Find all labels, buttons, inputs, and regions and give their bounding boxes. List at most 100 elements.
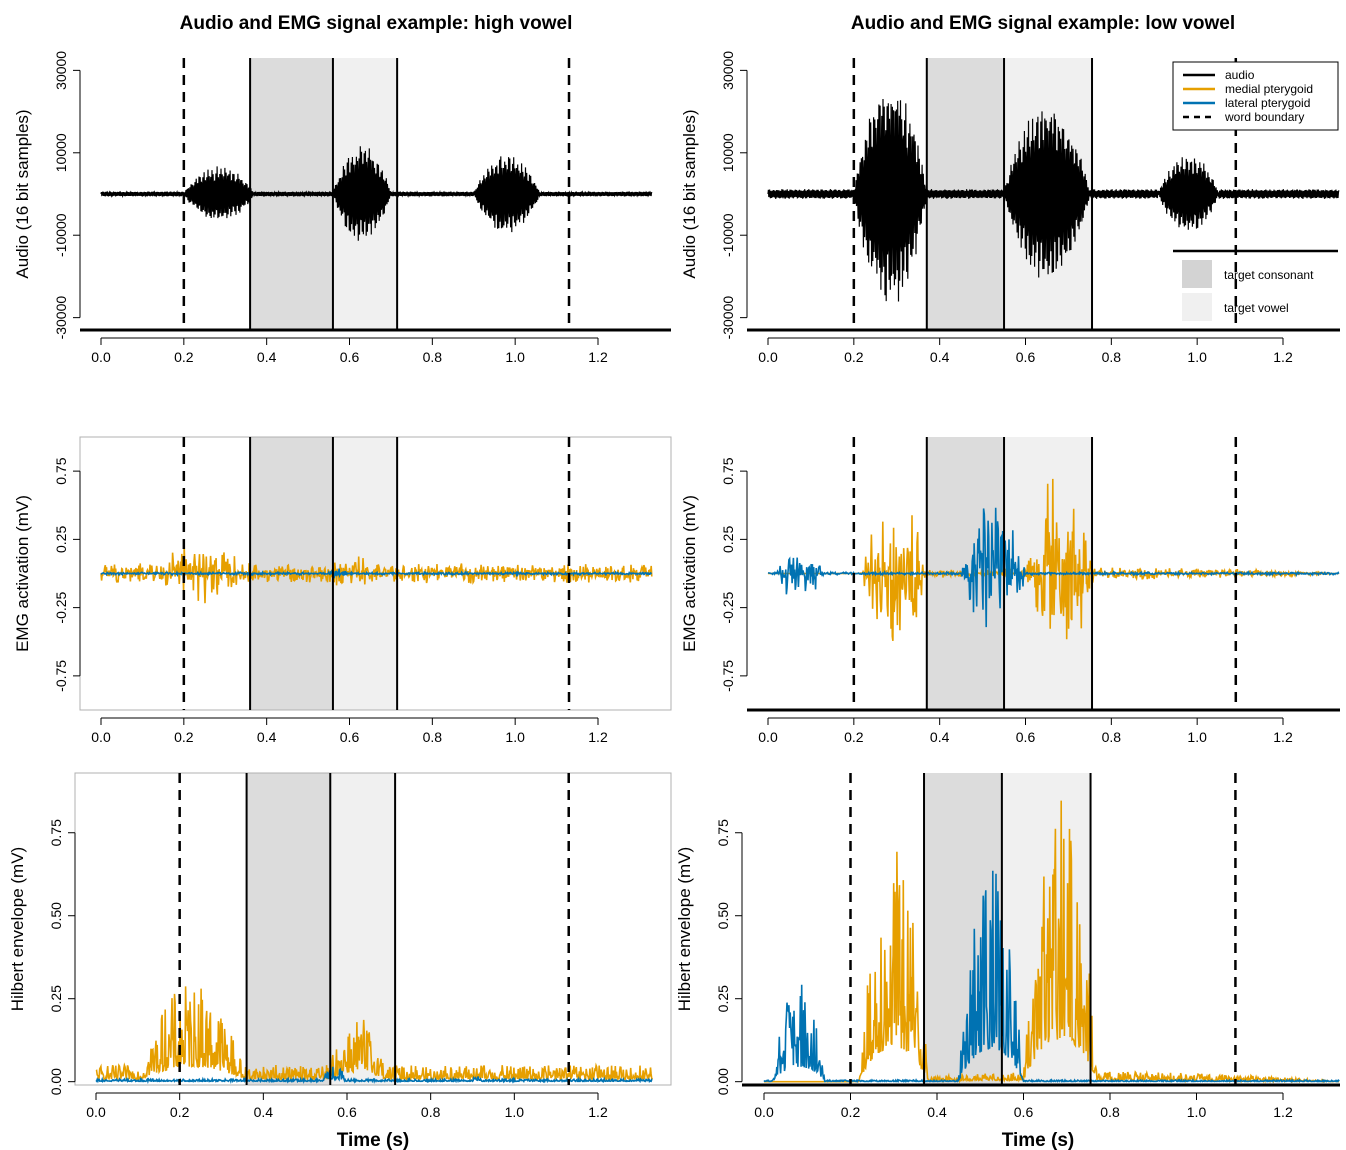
x-tick-label: 0.2 [844, 349, 864, 365]
x-tick-label: 1.0 [1187, 729, 1207, 745]
x-tick-label: 1.2 [588, 349, 608, 365]
panel-high-audio: -30000 -10000 10000 30000 Audio (16 bit samp… [13, 51, 671, 365]
y-tick-label: 0.25 [720, 526, 736, 553]
y-axis-label: EMG activation (mV) [680, 495, 699, 652]
x-tick-label: 1.0 [505, 349, 525, 365]
y-axis-label: Audio (16 bit samples) [13, 109, 32, 278]
x-tick-label: 0.8 [1102, 349, 1122, 365]
y-tick-label: 0.25 [48, 985, 64, 1012]
x-tick-label: 0.8 [423, 349, 443, 365]
legend: audio medial pterygoid lateral pterygoid… [1172, 61, 1339, 321]
legend-label-audio: audio [1225, 68, 1255, 82]
x-tick-label: 0.4 [254, 1104, 274, 1120]
y-tick-label: -30000 [720, 296, 736, 340]
x-tick-label: 0.0 [758, 729, 778, 745]
y-tick-label: 0.00 [715, 1068, 731, 1095]
legend-swatch-target-vowel [1182, 293, 1212, 321]
x-tick-label: 0.0 [86, 1104, 106, 1120]
x-tick-label: 1.2 [1273, 729, 1293, 745]
x-tick-label: 1.2 [1273, 349, 1293, 365]
x-tick-label: 0.0 [754, 1104, 774, 1120]
x-tick-label: 0.2 [170, 1104, 190, 1120]
series-line-medial-pterygoid [95, 986, 654, 1082]
y-tick-label: -0.75 [53, 660, 69, 692]
y-tick-label: 0.50 [48, 902, 64, 929]
legend-label-word-boundary: word boundary [1224, 110, 1304, 124]
x-tick-label: 0.0 [91, 349, 111, 365]
x-axis-label-low: Time (s) [1002, 1130, 1075, 1150]
legend-label-medial: medial pterygoid [1225, 82, 1313, 96]
series-line-lateral-pterygoid [763, 870, 1340, 1084]
x-tick-label: 0.2 [844, 729, 864, 745]
panel-low-audio: -30000 -10000 10000 30000 Audio (16 bit samp… [680, 51, 1340, 365]
x-tick-label: 0.6 [340, 729, 360, 745]
y-tick-label: 0.75 [720, 457, 736, 484]
x-tick-label: 0.2 [841, 1104, 861, 1120]
target-consonant-region [246, 773, 331, 1085]
title-low-vowel: Audio and EMG signal example: low vowel [851, 13, 1235, 34]
legend-box [1172, 61, 1339, 131]
x-tick-label: 1.0 [1187, 1104, 1207, 1120]
panel-low-emg: -0.75 -0.25 0.25 0.75 EMG activation (mV) 0.0… [680, 437, 1340, 745]
x-tick-label: 1.0 [505, 1104, 525, 1120]
y-tick-label: 0.50 [715, 902, 731, 929]
y-tick-label: 0.25 [53, 526, 69, 553]
x-tick-label: 0.8 [421, 1104, 441, 1120]
series-line-lateral-pterygoid [100, 568, 653, 579]
x-tick-label: 1.2 [588, 1104, 608, 1120]
y-tick-label: 10000 [720, 133, 736, 172]
x-tick-label: 0.4 [257, 349, 277, 365]
y-axis-label: Hilbert envelope (mV) [675, 847, 694, 1011]
x-tick-label: 0.6 [1014, 1104, 1034, 1120]
series-line-medial-pterygoid [764, 800, 1340, 1084]
x-axis-label-high: Time (s) [337, 1130, 410, 1150]
legend-label-target-consonant: target consonant [1224, 268, 1314, 282]
y-tick-label: -10000 [53, 213, 69, 257]
legend-swatch-target-consonant [1182, 260, 1212, 288]
x-tick-label: 1.2 [588, 729, 608, 745]
x-tick-label: 0.0 [758, 349, 778, 365]
y-tick-label: 30000 [720, 51, 736, 90]
x-tick-label: 0.8 [423, 729, 443, 745]
y-axis-label: Hilbert envelope (mV) [8, 847, 27, 1011]
y-axis-label: Audio (16 bit samples) [680, 109, 699, 278]
series-line-lateral-pterygoid [767, 507, 1340, 628]
panel-high-envelope: 0.00 0.25 0.50 0.75 Hilbert envelope (mV) 0.0… [8, 772, 672, 1120]
x-tick-label: 1.2 [1273, 1104, 1293, 1120]
y-tick-label: 0.25 [715, 985, 731, 1012]
series-line-audio [767, 98, 1340, 302]
series-line-lateral-pterygoid [95, 1066, 653, 1085]
panel-high-emg: -0.75 -0.25 0.25 0.75 EMG activation (mV) 0.0… [13, 436, 672, 745]
x-tick-label: 0.6 [1016, 729, 1036, 745]
y-tick-label: -30000 [53, 296, 69, 340]
legend-label-target-vowel: target vowel [1224, 301, 1289, 315]
y-axis-label: EMG activation (mV) [13, 495, 32, 652]
legend-label-lateral: lateral pterygoid [1225, 96, 1310, 110]
y-tick-label: -0.75 [720, 660, 736, 692]
panel-low-envelope: 0.00 0.25 0.50 0.75 Hilbert envelope (mV) 0.0… [675, 773, 1340, 1120]
series-line-audio [100, 146, 653, 241]
x-tick-label: 0.4 [930, 729, 950, 745]
x-tick-label: 1.0 [505, 729, 525, 745]
y-tick-label: 0.75 [53, 457, 69, 484]
y-tick-label: -0.25 [53, 591, 69, 623]
x-tick-label: 0.4 [257, 729, 277, 745]
x-tick-label: 0.4 [930, 349, 950, 365]
y-tick-label: 10000 [53, 133, 69, 172]
y-tick-label: -10000 [720, 213, 736, 257]
x-tick-label: 0.6 [337, 1104, 357, 1120]
y-tick-label: 0.75 [48, 819, 64, 846]
x-tick-label: 1.0 [1187, 349, 1207, 365]
x-tick-label: 0.6 [340, 349, 360, 365]
x-tick-label: 0.0 [91, 729, 111, 745]
y-tick-label: -0.25 [720, 591, 736, 623]
x-tick-label: 0.2 [174, 729, 194, 745]
x-tick-label: 0.6 [1016, 349, 1036, 365]
x-tick-label: 0.8 [1102, 729, 1122, 745]
y-tick-label: 0.00 [48, 1068, 64, 1095]
title-high-vowel: Audio and EMG signal example: high vowel [180, 13, 573, 34]
y-tick-label: 30000 [53, 51, 69, 90]
x-tick-label: 0.2 [174, 349, 194, 365]
x-tick-label: 0.8 [1100, 1104, 1120, 1120]
